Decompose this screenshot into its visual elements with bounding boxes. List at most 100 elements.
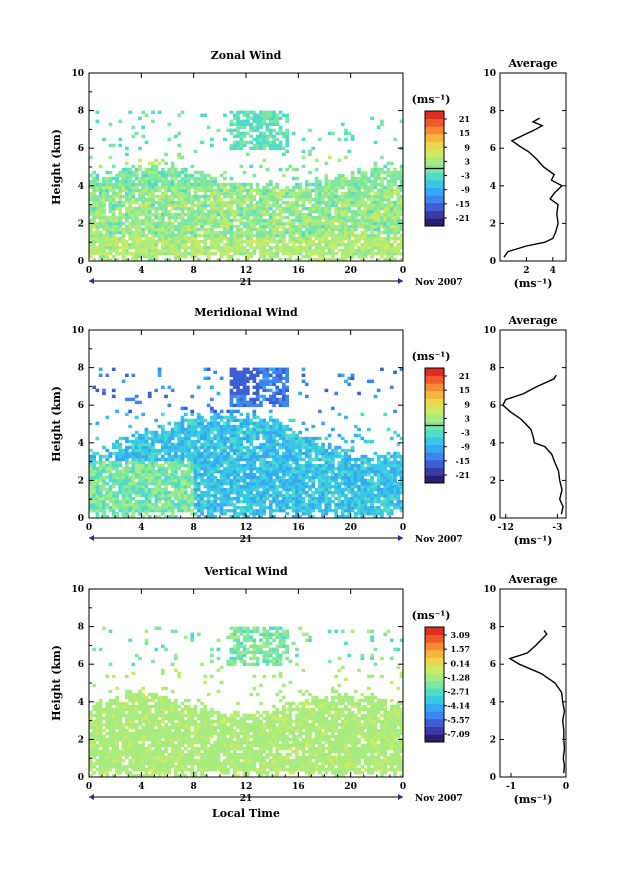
heatmap-cell xyxy=(187,173,191,178)
heatmap-cell xyxy=(396,203,401,208)
heatmap-cell xyxy=(295,176,299,181)
heatmap-cell xyxy=(95,209,100,214)
heatmap-cell xyxy=(183,454,188,459)
heatmap-cell xyxy=(265,134,270,139)
heatmap-cell xyxy=(344,212,348,217)
heatmap-cell xyxy=(200,140,204,145)
heatmap-cell xyxy=(144,167,149,172)
heatmap-cell xyxy=(308,509,312,513)
heatmap-cell xyxy=(236,463,240,468)
heatmap-cell xyxy=(232,200,237,205)
heatmap-cell xyxy=(285,445,289,450)
heatmap-cell xyxy=(98,472,103,477)
heatmap-cell xyxy=(275,224,280,229)
heatmap-cell xyxy=(180,500,185,504)
heatmap-cell xyxy=(206,376,211,380)
heatmap-cell xyxy=(393,191,397,196)
heatmap-cell xyxy=(383,224,388,229)
heatmap-cell xyxy=(128,110,132,114)
heatmap-cell xyxy=(147,197,152,202)
heatmap-cell xyxy=(92,506,96,510)
heatmap-cell xyxy=(183,203,188,208)
heatmap-cell xyxy=(187,194,191,199)
heatmap-cell xyxy=(344,463,348,468)
heatmap-cell xyxy=(262,466,267,471)
heatmap-cell xyxy=(278,466,283,471)
heatmap-cell xyxy=(111,200,116,205)
heatmap-cell xyxy=(386,249,391,253)
heatmap-cell xyxy=(373,215,378,220)
heatmap-cell xyxy=(399,200,404,205)
heatmap-cell xyxy=(259,503,263,507)
heatmap-cell xyxy=(275,430,280,435)
heatmap-cell xyxy=(259,246,263,250)
heatmap-cell xyxy=(151,164,155,169)
heatmap-cell xyxy=(105,239,110,244)
heatmap-cell xyxy=(157,221,162,226)
heatmap-cell xyxy=(157,110,162,114)
heatmap-cell xyxy=(344,243,348,247)
heatmap-cell xyxy=(213,409,217,414)
heatmap-cell xyxy=(344,137,348,142)
heatmap-cell xyxy=(170,197,175,202)
heatmap-cell xyxy=(177,454,181,459)
heatmap-cell xyxy=(288,500,293,504)
heatmap-cell xyxy=(206,515,211,519)
heatmap-cell xyxy=(190,176,195,181)
heatmap-cell xyxy=(324,490,329,495)
heatmap-cell xyxy=(190,249,195,253)
heatmap-cell xyxy=(262,131,267,136)
heatmap-cell xyxy=(314,203,319,208)
heatmap-cell xyxy=(246,206,250,211)
heatmap-cell xyxy=(131,466,136,471)
heatmap-cell xyxy=(327,239,332,244)
heatmap-cell xyxy=(285,116,289,120)
heatmap-cell xyxy=(268,206,273,211)
heatmap-cell xyxy=(262,140,267,145)
heatmap-cell xyxy=(226,451,231,456)
heatmap-cell xyxy=(187,478,191,483)
heatmap-cell xyxy=(242,496,247,501)
heatmap-cell xyxy=(115,442,119,447)
heatmap-cell xyxy=(187,239,191,244)
heatmap-cell xyxy=(193,224,198,229)
heatmap-cell xyxy=(223,203,227,208)
heatmap-cell xyxy=(206,475,211,480)
heatmap-cell xyxy=(360,191,365,196)
heatmap-cell xyxy=(131,490,136,495)
heatmap-cell xyxy=(278,110,283,114)
heatmap-cell xyxy=(265,436,270,441)
heatmap-cell xyxy=(151,200,155,205)
heatmap-cell xyxy=(255,490,260,495)
heatmap-cell xyxy=(157,466,162,471)
heatmap-cell xyxy=(151,503,155,507)
heatmap-cell xyxy=(252,454,257,459)
heatmap-cell xyxy=(164,203,168,208)
heatmap-cell xyxy=(262,194,267,199)
heatmap-cell xyxy=(125,512,129,516)
heatmap-cell xyxy=(242,506,247,510)
heatmap-cell xyxy=(141,252,145,256)
heatmap-cell xyxy=(344,415,348,420)
heatmap-cell xyxy=(291,451,296,456)
heatmap-cell xyxy=(278,430,283,435)
heatmap-cell xyxy=(213,252,217,256)
heatmap-cell xyxy=(318,246,322,250)
heatmap-cell xyxy=(278,140,283,145)
heatmap-cell xyxy=(360,182,365,187)
heatmap-cell xyxy=(89,490,93,495)
heatmap-cell xyxy=(161,496,165,501)
heatmap-cell xyxy=(337,496,342,501)
heatmap-cell xyxy=(246,421,250,426)
heatmap-cell xyxy=(278,457,283,462)
heatmap-cell xyxy=(98,182,103,187)
heatmap-cell xyxy=(134,506,139,510)
heatmap-cell xyxy=(396,206,401,211)
heatmap-cell xyxy=(337,373,342,377)
heatmap-cell xyxy=(259,197,263,202)
heatmap-cell xyxy=(121,243,126,247)
heatmap-cell xyxy=(344,131,348,136)
heatmap-cell xyxy=(102,233,106,238)
heatmap-cell xyxy=(344,487,348,492)
heatmap-cell xyxy=(282,209,286,214)
